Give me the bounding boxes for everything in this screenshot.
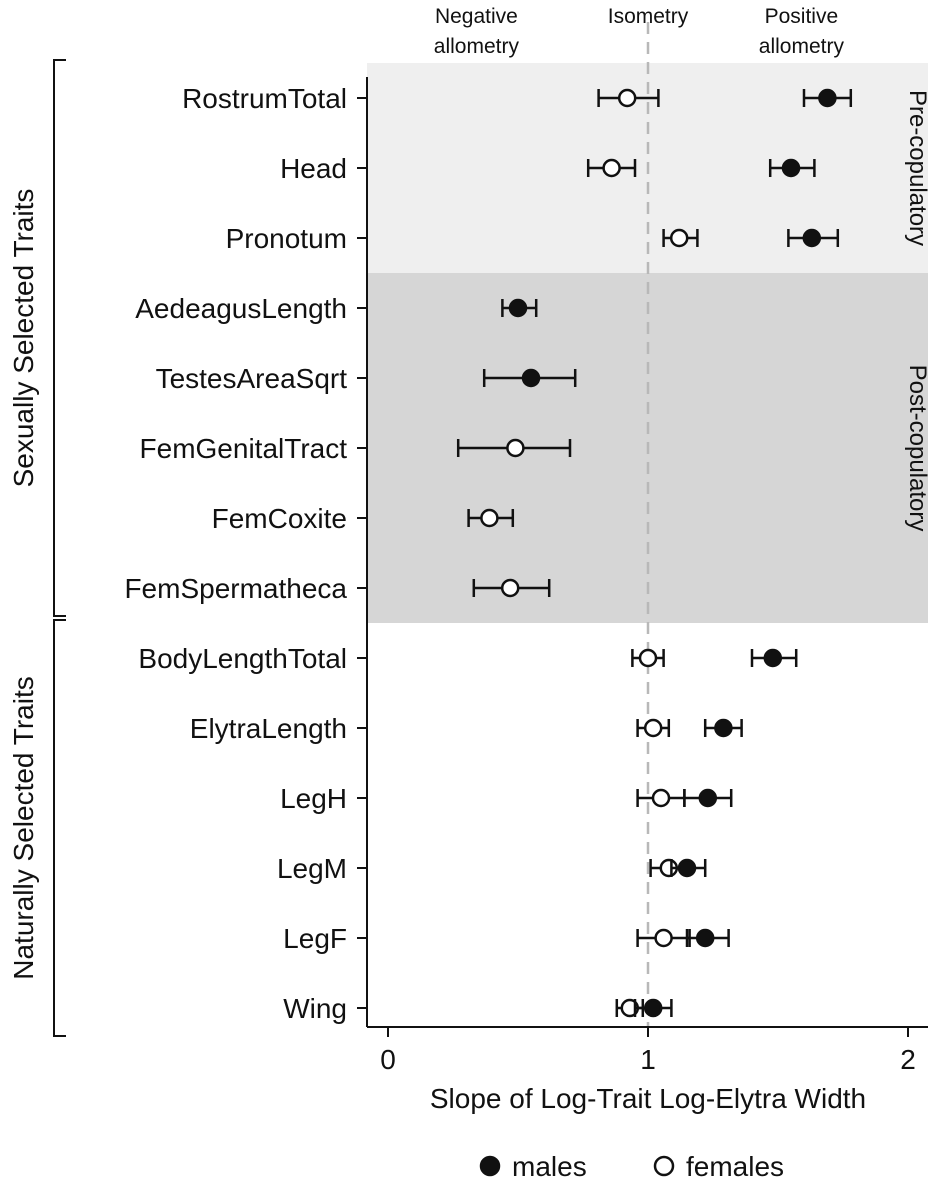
annotation-pos: Positive [765, 5, 839, 28]
annotation-pos: allometry [759, 35, 845, 58]
point-males-LegM [670, 858, 707, 878]
point-males-Head [768, 158, 816, 178]
estimate-marker-males [818, 88, 837, 108]
estimate-marker-males [763, 648, 783, 668]
labels-layer: Pre-copulatory Post-copulatory 0 1 2 RostrumT… [8, 5, 930, 1075]
group-label: Sexually Selected Traits [8, 189, 39, 488]
point-females-FemGenitalTract [456, 438, 572, 458]
point-males-Wing [633, 998, 673, 1018]
estimate-marker-females [480, 508, 499, 528]
estimate-marker-males [781, 158, 801, 178]
estimate-marker-males [508, 298, 528, 318]
point-females-FemSpermatheca [472, 578, 551, 598]
category-label: BodyLengthTotal [138, 643, 347, 674]
point-females-BodyLengthTotal [631, 648, 665, 668]
estimate-marker-females [602, 158, 621, 178]
point-males-AedeagusLength [501, 298, 538, 318]
legend-marker-males [479, 1155, 501, 1177]
estimate-marker-females [643, 718, 663, 738]
legend: males females [479, 1151, 784, 1182]
point-males-BodyLengthTotal [750, 648, 798, 668]
x-tick-label: 0 [380, 1044, 396, 1075]
legend-label-males: males [512, 1151, 587, 1182]
point-females-LegF [636, 928, 691, 948]
point-males-LegF [685, 928, 730, 948]
category-label: FemSpermatheca [124, 573, 347, 604]
category-label: RostrumTotal [182, 83, 347, 114]
category-label: TestesAreaSqrt [156, 363, 348, 394]
point-females-LegH [636, 788, 686, 808]
category-label: AedeagusLength [135, 293, 347, 324]
point-males-ElytraLength [703, 718, 743, 738]
x-tick-label: 2 [900, 1044, 916, 1075]
legend-label-females: females [686, 1151, 784, 1182]
estimate-marker-females [651, 788, 671, 808]
category-label: Wing [283, 993, 347, 1024]
estimate-marker-males [643, 998, 663, 1018]
category-label: LegH [280, 783, 347, 814]
category-label: Head [280, 153, 347, 184]
marks-layer [456, 88, 853, 1018]
estimate-marker-females [506, 438, 525, 458]
axes-layer [53, 59, 928, 1037]
band-label: Post-copulatory [904, 365, 930, 532]
estimate-marker-females [617, 88, 637, 108]
point-males-RostrumTotal [802, 88, 853, 108]
point-males-Pronotum [787, 228, 840, 248]
band-label: Pre-copulatory [904, 90, 930, 246]
point-females-ElytraLength [636, 718, 671, 738]
category-label: FemGenitalTract [140, 433, 348, 464]
annotation-neg: Negative [435, 5, 518, 28]
estimate-marker-males [802, 228, 822, 248]
estimate-marker-males [695, 928, 715, 948]
point-females-Pronotum [662, 228, 699, 248]
estimate-marker-males [698, 788, 718, 808]
category-label: Pronotum [226, 223, 347, 254]
legend-marker-females [653, 1155, 675, 1177]
x-tick-label: 1 [640, 1044, 656, 1075]
point-males-LegH [683, 788, 733, 808]
estimate-marker-males [677, 858, 697, 878]
estimate-marker-females [500, 578, 520, 598]
estimate-marker-females [654, 928, 673, 948]
annotation-neg: allometry [434, 35, 520, 58]
estimate-marker-females [669, 228, 689, 248]
group-bracket [53, 59, 66, 617]
point-females-FemCoxite [467, 508, 515, 528]
estimate-marker-females [638, 648, 658, 668]
category-label: FemCoxite [212, 503, 347, 534]
point-females-Head [586, 158, 637, 178]
estimate-marker-males [714, 718, 733, 738]
group-label: Naturally Selected Traits [8, 676, 39, 979]
category-label: LegM [277, 853, 347, 884]
group-bracket [53, 619, 66, 1037]
estimate-marker-males [521, 368, 541, 388]
point-males-TestesAreaSqrt [482, 368, 577, 388]
point-females-RostrumTotal [597, 88, 660, 108]
category-label: ElytraLength [190, 713, 347, 744]
x-axis-title: Slope of Log-Trait Log-Elytra Width [430, 1083, 866, 1114]
annotation-iso: Isometry [608, 5, 689, 28]
category-label: LegF [283, 923, 347, 954]
